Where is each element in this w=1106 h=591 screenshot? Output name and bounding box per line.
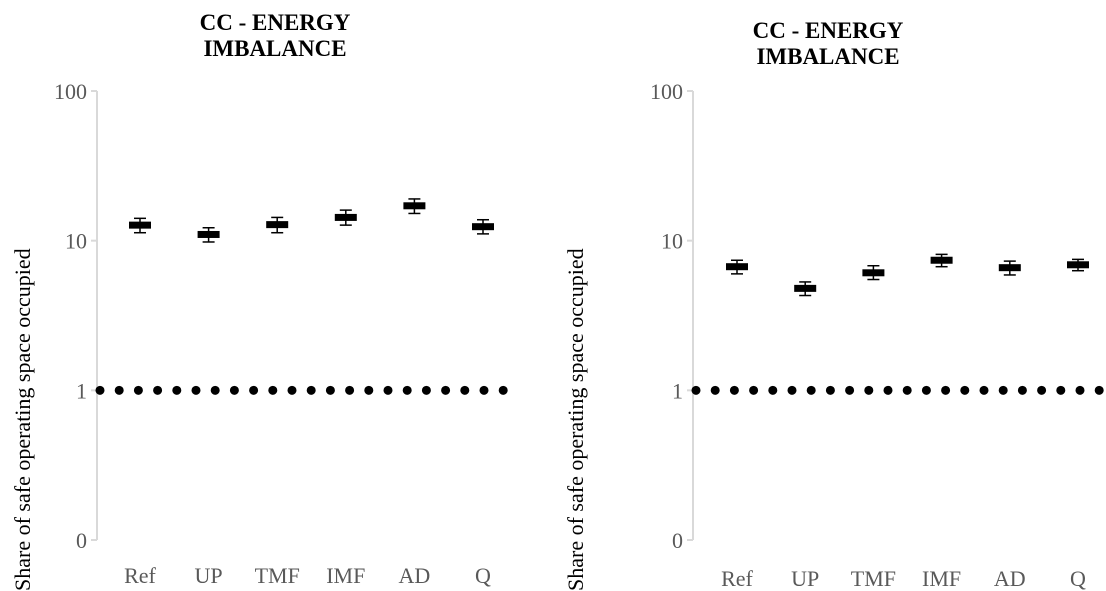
data-point-tmf [266,216,289,234]
chart-plot: 0 1 10 100 Ref UP TMF IMF AD Q [54,79,518,588]
x-category-label: TMF [851,566,896,591]
data-point-ad [998,260,1021,276]
x-category-label: Ref [721,566,753,591]
data-point-tmf [862,264,885,281]
data-point-ad [403,198,426,215]
y-tick-label: 100 [650,79,683,104]
y-tick-label: 10 [661,229,683,254]
data-point-imf [334,209,357,226]
data-marker [794,284,817,292]
x-category-label: Q [1070,566,1086,591]
chart-title: CC - ENERGY IMBALANCE [199,10,351,61]
data-marker [998,264,1021,272]
data-marker [266,221,289,229]
x-category-label: AD [994,566,1026,591]
data-marker [1067,261,1089,269]
y-tick-label: 0 [76,528,87,553]
data-marker [334,213,357,221]
x-category-label: IMF [326,563,365,588]
y-tick-label: 1 [76,378,87,403]
data-point-ref [129,217,151,234]
data-marker [129,221,151,229]
x-category-label: AD [399,563,431,588]
data-marker [403,202,426,210]
data-marker [726,263,748,271]
data-point-up [794,281,817,297]
data-marker [472,223,494,231]
data-marker [197,230,220,238]
data-point-up [197,226,220,243]
y-tick-label: 10 [65,229,87,254]
x-category-label: TMF [255,563,300,588]
x-category-label: UP [791,566,819,591]
data-point-imf [930,253,953,268]
data-marker [930,256,953,264]
x-category-label: Ref [124,563,156,588]
chart-plot: 0 1 10 100 Ref UP TMF IMF AD Q [650,79,1106,591]
chart-panel-right: CC - ENERGY IMBALANCE Share of safe oper… [553,0,1106,591]
data-point-ref [726,259,748,275]
data-marker [862,269,885,277]
x-category-label: IMF [922,566,961,591]
x-category-label: UP [195,563,223,588]
y-tick-label: 0 [672,528,683,553]
chart-title: CC - ENERGY IMBALANCE [752,18,904,69]
x-category-label: Q [475,563,491,588]
y-tick-label: 1 [672,378,683,403]
chart-panel-left: CC - ENERGY IMBALANCE Share of safe oper… [10,10,518,591]
data-point-q [472,218,494,235]
y-tick-label: 100 [54,79,87,104]
data-point-q [1067,258,1089,272]
